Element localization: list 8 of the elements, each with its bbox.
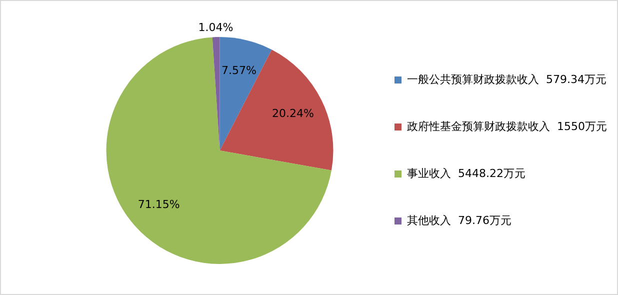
data-label: 7.57%: [222, 64, 256, 77]
legend-label: 其他收入 79.76万元: [407, 214, 512, 227]
legend-label: 事业收入 5448.22万元: [407, 166, 526, 180]
data-label: 20.24%: [272, 107, 314, 120]
data-label: 1.04%: [198, 20, 234, 34]
data-label: 71.15%: [138, 198, 180, 211]
legend-label: 政府性基金预算财政拨款收入 1550万元: [407, 120, 608, 133]
legend-label: 一般公共预算财政拨款收入 579.34万元: [407, 72, 606, 86]
